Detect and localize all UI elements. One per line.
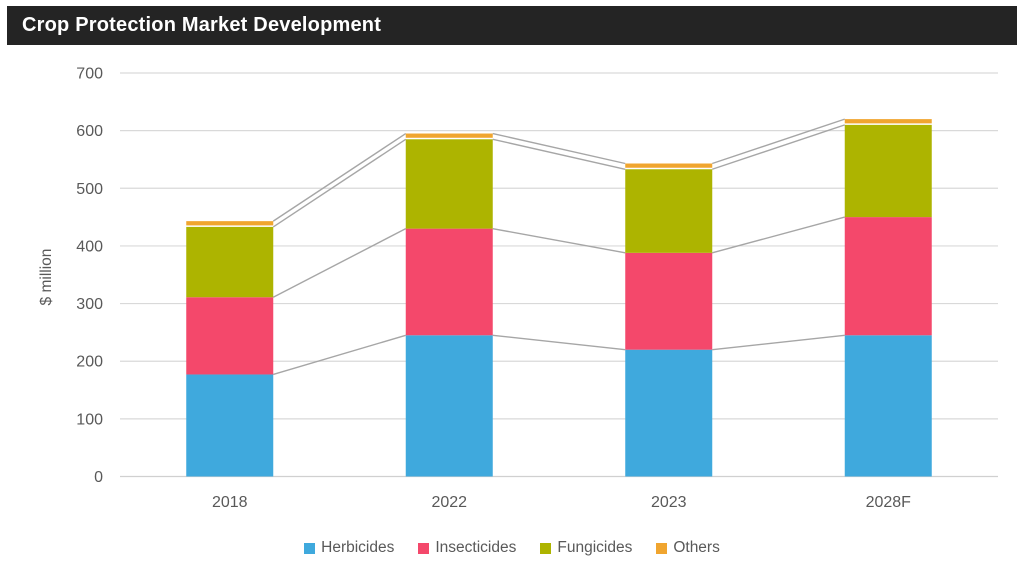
legend-swatch-fungicides-icon	[540, 543, 552, 554]
series-connector-line-others	[492, 132, 626, 165]
legend-swatch-others-icon	[656, 543, 668, 554]
bar-segment-others-2028f	[844, 119, 932, 124]
bar-segment-others-2022	[405, 133, 493, 138]
series-connector-line-fungicides	[492, 138, 626, 170]
y-axis-tick-label: 0	[94, 469, 103, 486]
legend-label: Insecticides	[435, 539, 517, 556]
series-connector-line-herbicides	[712, 334, 845, 351]
x-axis-label-2022: 2022	[431, 494, 467, 511]
bar-segment-insecticides-2023	[625, 252, 713, 350]
y-axis-tick-label: 300	[76, 296, 103, 313]
x-axis-label-2018: 2018	[212, 494, 248, 511]
series-connector-line-insecticides	[712, 216, 845, 254]
bar-segment-herbicides-2028f	[844, 335, 932, 477]
y-axis-tick-label: 200	[76, 354, 103, 371]
y-axis-title: $ million	[38, 249, 55, 306]
bar-segment-insecticides-2028f	[844, 217, 932, 336]
series-connector-line-herbicides	[492, 334, 626, 351]
page-title: Crop Protection Market Development	[22, 14, 382, 36]
series-connector-line-others	[272, 132, 407, 222]
bar-segment-insecticides-2022	[405, 228, 493, 336]
bar-segment-fungicides-2028f	[844, 124, 932, 218]
x-axis-label-2028f: 2028F	[866, 494, 912, 511]
y-axis-tick-label: 500	[76, 181, 103, 198]
y-axis-tick-label: 700	[76, 66, 103, 83]
series-connector-line-herbicides	[273, 334, 406, 376]
legend-item-fungicides: Fungicides	[540, 539, 632, 557]
legend-swatch-insecticides-icon	[418, 543, 430, 554]
x-axis-label-2023: 2023	[651, 494, 687, 511]
legend-item-insecticides: Insecticides	[418, 539, 516, 557]
y-axis-tick-label: 100	[76, 411, 103, 428]
bar-segment-others-2023	[625, 163, 713, 168]
bar-segment-fungicides-2023	[625, 169, 713, 253]
legend-label: Others	[673, 539, 720, 556]
series-connector-line-insecticides	[492, 227, 626, 254]
y-axis-tick-label: 600	[76, 123, 103, 140]
title-bar: Crop Protection Market Development	[7, 6, 1017, 45]
bar-segment-herbicides-2022	[405, 335, 493, 477]
chart-legend: Herbicides Insecticides Fungicides Others	[0, 536, 1024, 560]
bar-segment-fungicides-2022	[405, 139, 493, 229]
legend-label: Fungicides	[557, 539, 633, 556]
stacked-bar-chart: 0 100 200 300 400 500 600 700 $ million 2018 2022 2…	[38, 66, 998, 511]
legend-label: Herbicides	[321, 539, 395, 556]
series-connector-line-fungicides	[272, 138, 407, 228]
bar-segment-others-2018	[186, 221, 274, 226]
y-axis-tick-label: 400	[76, 238, 103, 255]
legend-item-herbicides: Herbicides	[304, 539, 394, 557]
legend-swatch-herbicides-icon	[304, 543, 316, 554]
bar-segment-herbicides-2018	[186, 374, 274, 477]
legend-item-others: Others	[656, 539, 720, 557]
series-connector-line-insecticides	[272, 228, 407, 298]
bar-segment-insecticides-2018	[186, 297, 274, 375]
series-connector-line-fungicides	[712, 124, 845, 170]
series-connector-line-others	[712, 118, 845, 165]
bar-segment-herbicides-2023	[625, 349, 713, 477]
bar-segment-fungicides-2018	[186, 226, 274, 298]
